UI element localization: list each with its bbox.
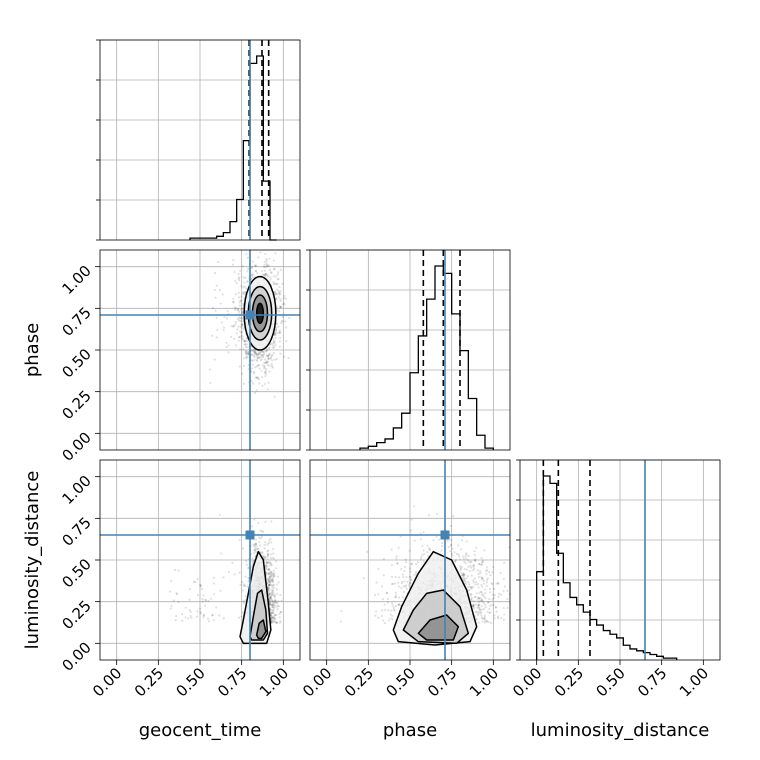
ytick-label-luminosity_distance-0: 0.00 bbox=[58, 638, 94, 674]
xtick-label-luminosity_distance-1: 0.25 bbox=[551, 664, 587, 700]
xtick-label-geocent_time-2: 0.50 bbox=[172, 664, 208, 700]
panel-geocent_time__phase-truth-marker bbox=[245, 310, 255, 320]
panel-geocent_time__phase-contour-3 bbox=[255, 302, 265, 325]
xtick-label-geocent_time-4: 1.00 bbox=[256, 664, 292, 700]
hist-geocent_time-frame bbox=[99, 39, 301, 241]
xtick-label-luminosity_distance-2: 0.50 bbox=[592, 664, 628, 700]
hist-geocent_time bbox=[96, 39, 301, 241]
panel-phase__luminosity_distance bbox=[309, 459, 511, 661]
ytick-label-phase-0: 0.00 bbox=[58, 428, 94, 464]
ytick-label-phase-4: 1.00 bbox=[58, 262, 94, 298]
hist-luminosity_distance-step bbox=[536, 475, 678, 660]
xtick-label-phase-2: 0.50 bbox=[382, 664, 418, 700]
xtick-label-geocent_time-0: 0.00 bbox=[89, 664, 125, 700]
ytick-label-luminosity_distance-1: 0.25 bbox=[58, 597, 94, 633]
xtick-label-phase-3: 0.75 bbox=[424, 664, 460, 700]
hist-phase-step bbox=[359, 265, 494, 450]
xtick-label-phase-1: 0.25 bbox=[341, 664, 377, 700]
ylabel-phase: phase bbox=[22, 323, 43, 377]
panel-phase__luminosity_distance-truth-marker bbox=[440, 530, 450, 540]
xtick-label-luminosity_distance-3: 0.75 bbox=[634, 664, 670, 700]
ytick-label-phase-3: 0.75 bbox=[58, 303, 94, 339]
panel-geocent_time__luminosity_distance bbox=[99, 459, 301, 661]
xtick-label-luminosity_distance-4: 1.00 bbox=[676, 664, 712, 700]
xlabel-phase: phase bbox=[383, 720, 437, 741]
ytick-label-phase-2: 0.50 bbox=[58, 345, 94, 381]
ytick-label-luminosity_distance-3: 0.75 bbox=[58, 513, 94, 549]
panel-geocent_time__phase bbox=[99, 249, 301, 451]
xlabel-luminosity_distance: luminosity_distance bbox=[531, 720, 710, 741]
xtick-label-luminosity_distance-0: 0.00 bbox=[509, 664, 545, 700]
xlabel-geocent_time: geocent_time bbox=[139, 720, 262, 741]
ytick-label-luminosity_distance-2: 0.50 bbox=[58, 555, 94, 591]
ytick-label-phase-1: 0.25 bbox=[58, 387, 94, 423]
xtick-label-phase-4: 1.00 bbox=[466, 664, 502, 700]
hist-phase bbox=[306, 249, 511, 451]
panel-geocent_time__luminosity_distance-contour-2 bbox=[255, 619, 267, 640]
xtick-label-geocent_time-1: 0.25 bbox=[131, 664, 167, 700]
ytick-label-luminosity_distance-4: 1.00 bbox=[58, 472, 94, 508]
ylabel-luminosity_distance: luminosity_distance bbox=[22, 471, 43, 650]
hist-luminosity_distance bbox=[516, 459, 721, 661]
hist-phase-frame bbox=[309, 249, 511, 451]
xtick-label-phase-0: 0.00 bbox=[299, 664, 335, 700]
hist-geocent_time-step bbox=[189, 55, 277, 241]
panel-geocent_time__luminosity_distance-truth-marker bbox=[245, 530, 255, 540]
xtick-label-geocent_time-3: 0.75 bbox=[214, 664, 250, 700]
panel-phase__luminosity_distance-contour-2 bbox=[417, 614, 460, 641]
